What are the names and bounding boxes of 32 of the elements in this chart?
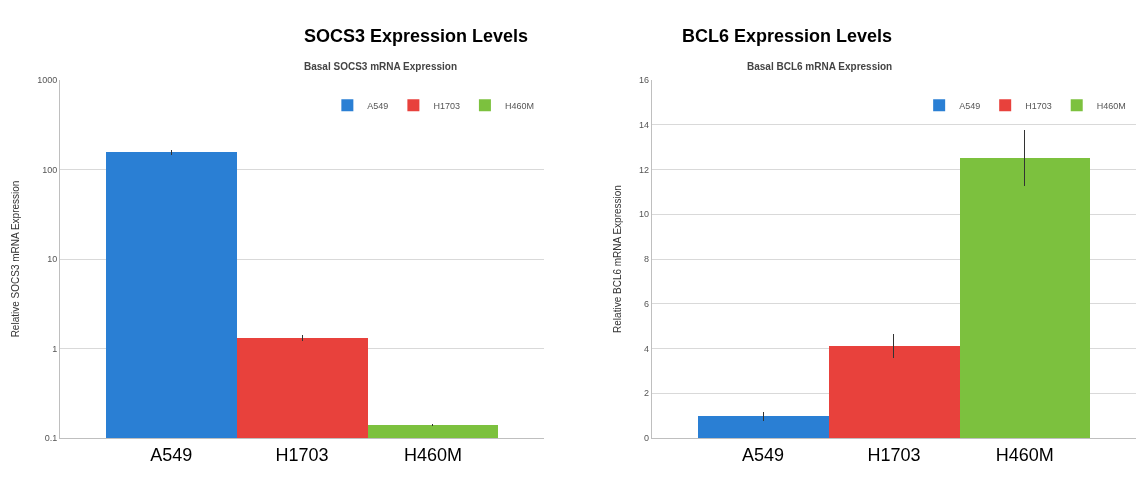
y-tick-label: 0: [643, 433, 649, 444]
y-tick-label: 14: [638, 119, 649, 130]
chart-title: SOCS3 Expression Levels: [304, 26, 529, 46]
x-tick-label: A549: [150, 444, 193, 465]
y-axis-title: Relative SOCS3 mRNA Expression: [10, 180, 22, 338]
x-tick-label: H1703: [867, 444, 921, 465]
x-tick-label: H460M: [403, 444, 462, 465]
y-tick-label: 1000: [37, 75, 58, 86]
y-tick-label: 6: [643, 298, 649, 309]
legend-label: H1703: [433, 100, 460, 111]
y-tick-label: 100: [42, 164, 58, 175]
x-tick-label: A549: [742, 444, 785, 465]
y-tick-label: 2: [643, 388, 649, 399]
y-tick-label: 1: [52, 343, 58, 354]
y-tick-label: 4: [643, 343, 649, 354]
y-tick-label: 0.1: [44, 433, 58, 444]
y-tick-label: 10: [638, 209, 649, 220]
chart-title: BCL6 Expression Levels: [682, 26, 893, 46]
chart-subtitle: Basal SOCS3 mRNA Expression: [304, 61, 458, 72]
y-tick-label: 8: [643, 254, 649, 265]
legend-label: H1703: [1025, 100, 1052, 111]
legend-label: H460M: [1096, 100, 1126, 111]
y-tick-label: 12: [638, 164, 649, 175]
legend-label: A549: [367, 100, 389, 111]
y-tick-label: 10: [47, 254, 58, 265]
legend-label: H460M: [504, 100, 534, 111]
y-tick-label: 16: [638, 75, 649, 86]
legend-label: A549: [959, 100, 981, 111]
chart-subtitle: Basal BCL6 mRNA Expression: [747, 61, 893, 72]
x-tick-label: H460M: [995, 444, 1054, 465]
x-tick-label: H1703: [275, 444, 329, 465]
y-axis-title: Relative BCL6 mRNA Expression: [611, 185, 623, 333]
